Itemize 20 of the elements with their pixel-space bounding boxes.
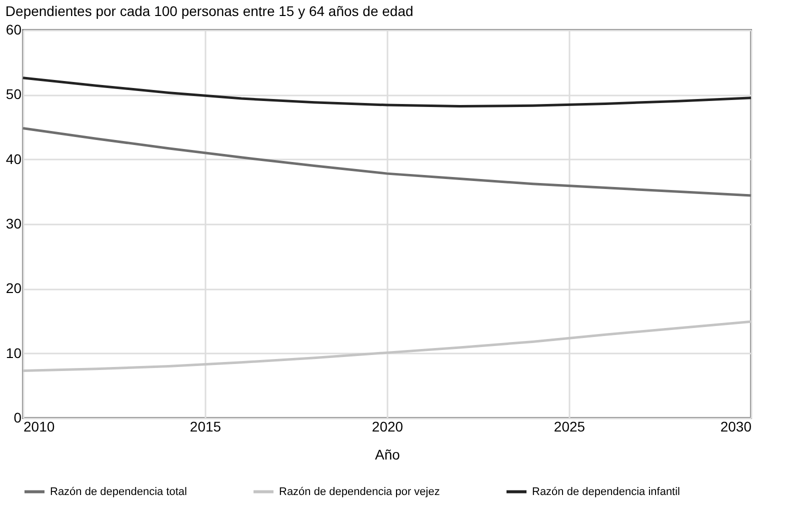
y-tick-label: 0: [14, 410, 22, 426]
legend-label: Razón de dependencia total: [50, 486, 187, 498]
x-tick-label: 2010: [24, 418, 55, 434]
y-tick-label: 50: [6, 86, 22, 102]
y-tick-label: 10: [6, 344, 22, 361]
x-tick-label: 2025: [554, 418, 586, 434]
y-tick-label: 30: [6, 216, 22, 232]
x-tick-label: 2015: [190, 418, 222, 434]
y-tick-label: 20: [6, 280, 22, 296]
x-tick-label: 2030: [720, 418, 752, 434]
x-tick-label: 2020: [372, 418, 404, 434]
chart-title: Dependientes por cada 100 personas entre 15 y 64 años de edad: [5, 3, 414, 19]
line-series: [22, 76, 752, 108]
line-series: [22, 127, 752, 197]
x-axis-title: Año: [375, 446, 400, 462]
line-series: [22, 320, 752, 372]
y-tick-label: 40: [6, 150, 22, 167]
legend-label: Razón de dependencia por vejez: [279, 486, 440, 498]
y-tick-label: 60: [6, 22, 22, 38]
legend-label: Razón de dependencia infantil: [532, 486, 680, 498]
